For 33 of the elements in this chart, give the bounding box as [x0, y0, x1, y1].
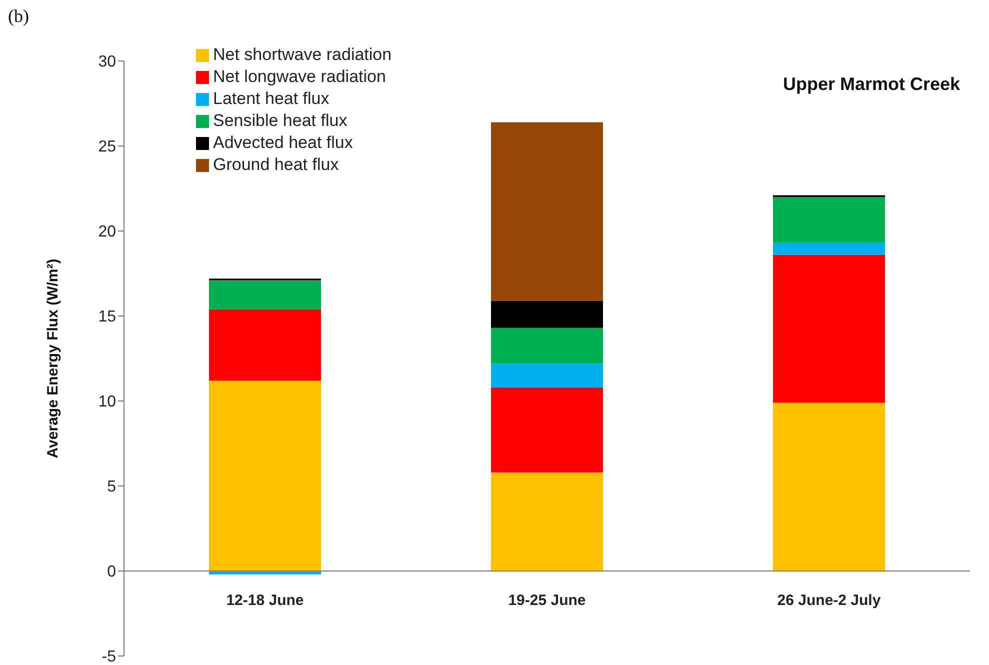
y-tick-label: 25 [98, 138, 116, 156]
bar [209, 280, 321, 310]
x-tick-label: 19-25 June [508, 592, 586, 609]
bar [491, 472, 603, 571]
y-tick-label: -5 [102, 648, 116, 665]
y-tick-label: 10 [98, 394, 116, 411]
y-tick-label: 15 [98, 308, 116, 326]
text: Upper Marmot Creek [782, 74, 961, 94]
y-tick-label: 20 [98, 224, 116, 241]
legend-label: Sensible heat flux [213, 110, 348, 132]
bar [209, 380, 321, 571]
legend-label: Net shortwave radiation [213, 44, 392, 66]
bar [773, 254, 885, 403]
bar [773, 242, 885, 255]
bar [491, 122, 603, 301]
bar [491, 328, 603, 364]
y-tick-label: 0 [107, 564, 116, 581]
bar [773, 197, 885, 243]
legend-label: Ground heat flux [213, 154, 339, 176]
legend-label: Advected heat flux [213, 132, 353, 154]
x-tick-label: 26 June-2 July [777, 592, 882, 609]
bar [491, 300, 603, 328]
x-tick-label: 12-18 June [226, 592, 304, 609]
y-tick-label: 30 [98, 54, 116, 71]
legend-label: Net longwave radiation [213, 66, 386, 88]
bar [209, 309, 321, 381]
text: (b) [8, 6, 29, 26]
bar [491, 387, 603, 472]
y-tick-label: 5 [107, 478, 116, 496]
bar [491, 364, 603, 388]
legend-label: Latent heat flux [213, 88, 330, 110]
bar [773, 402, 885, 571]
y-axis-title: Average Energy Flux (W/m²) [44, 258, 62, 458]
